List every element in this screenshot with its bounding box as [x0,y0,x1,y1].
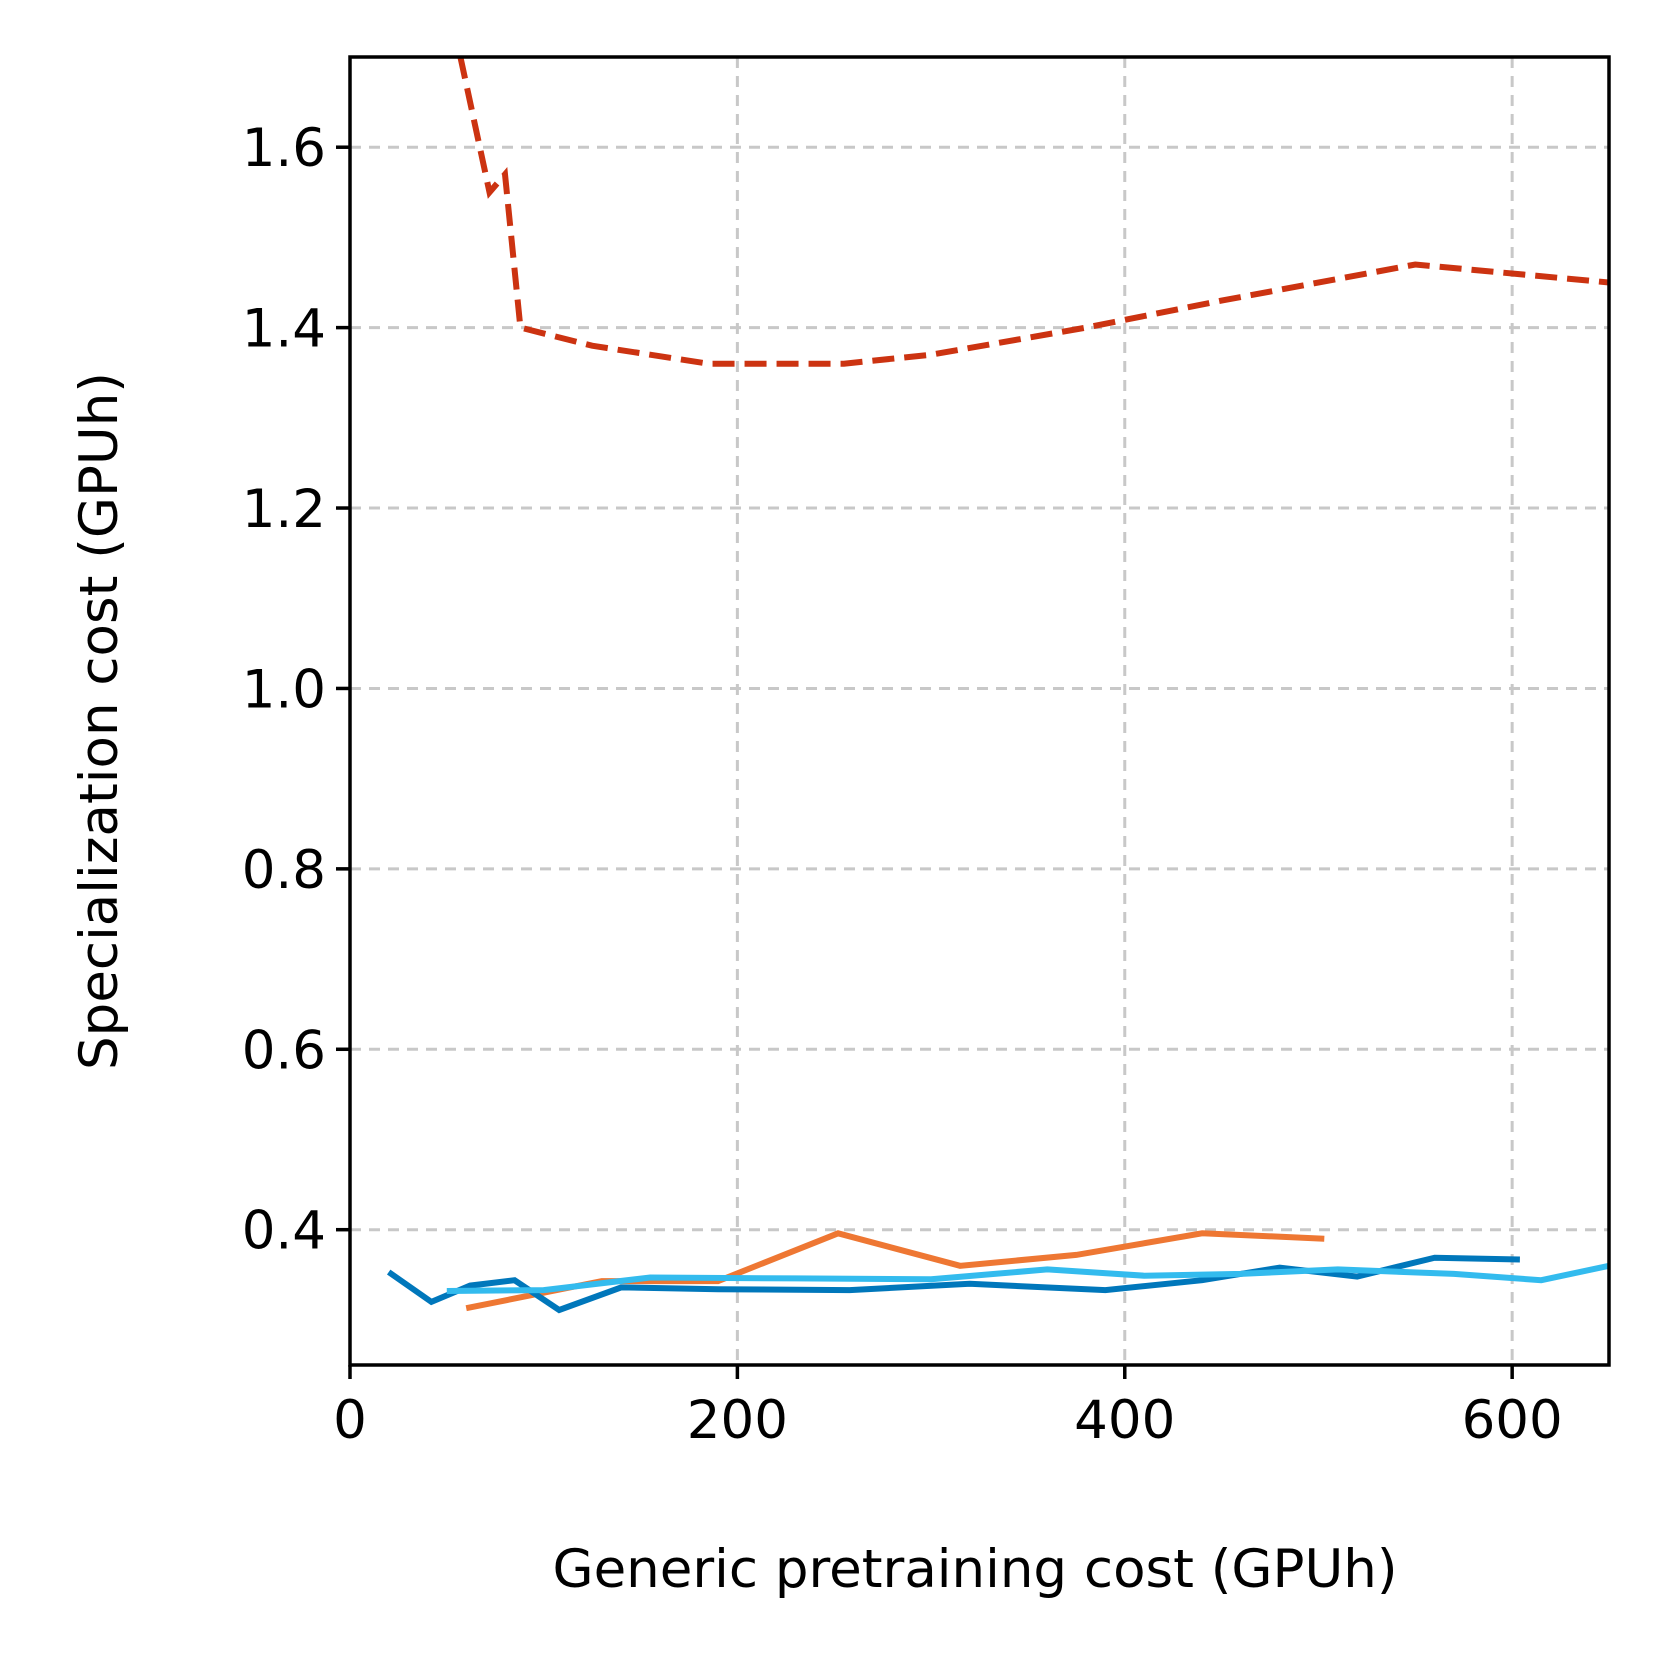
plot-frame [348,55,1611,1367]
y-tick-label: 1.2 [242,479,326,540]
series-line-light-blue [446,1262,1609,1294]
x-tick-label: 0 [333,1390,367,1451]
y-tick-label: 1.4 [242,299,326,360]
x-tick-label: 400 [1074,1390,1175,1451]
axis-layer: 0 200 400 600 0.4 0.6 0.8 1.0 1.2 1.4 1.6 [242,55,1611,1451]
grid-layer [350,57,1609,1365]
series-layer [386,57,1609,1314]
y-tick-label: 1.6 [242,118,326,179]
series-line-blue [386,1254,1520,1314]
y-axis-title: Specialization cost (GPUh) [69,372,130,1070]
y-tick-label: 0.6 [242,1020,326,1081]
y-tick-label: 1.0 [242,659,326,720]
x-tick-label: 200 [687,1390,788,1451]
x-axis-title: Generic pretraining cost (GPUh) [553,1539,1398,1600]
x-tick-label: 600 [1462,1390,1563,1451]
series-line-red-dashed [457,57,1609,367]
y-tick-label: 0.4 [242,1201,326,1262]
y-tick-label: 0.8 [242,840,326,901]
